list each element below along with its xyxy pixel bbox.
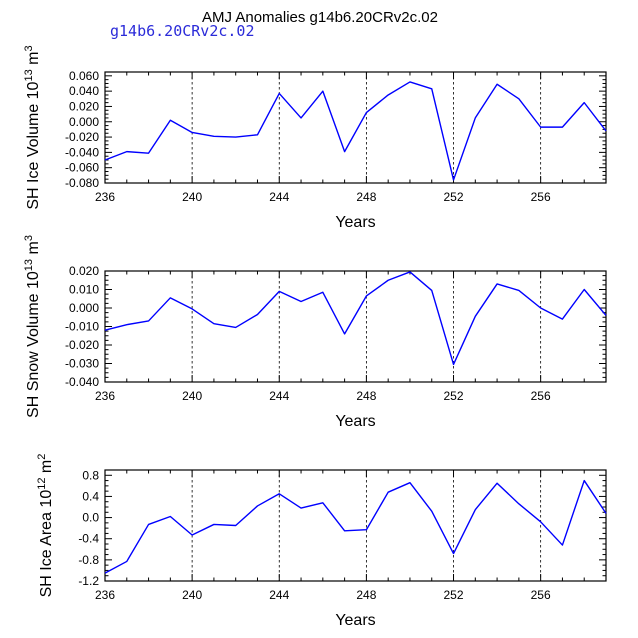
x-tick-label: 256 [531, 389, 551, 403]
x-tick-label: 248 [356, 389, 376, 403]
y-tick-label: 0.020 [69, 264, 99, 278]
x-tick-label: 240 [182, 588, 202, 602]
y-tick-label: 0.040 [69, 84, 99, 98]
x-tick-label: 240 [182, 190, 202, 204]
y-axis-label: SH Ice Volume 1013 m3 [23, 45, 42, 209]
x-tick-label: 244 [269, 190, 289, 204]
y-axis-label: SH Ice Area 1012 m2 [36, 454, 55, 598]
series-line [104, 479, 607, 574]
plot-frame [104, 469, 607, 582]
y-tick-label: -0.4 [78, 532, 99, 546]
y-tick-label: 0.000 [69, 301, 99, 315]
x-axis-label: Years [335, 413, 375, 430]
chart-title: AMJ Anomalies g14b6.20CRv2c.02 [202, 9, 438, 26]
chart-subtitle: g14b6.20CRv2c.02 [110, 22, 255, 40]
x-tick-label: 244 [269, 588, 289, 602]
x-tick-label: 248 [356, 588, 376, 602]
plot-frame [104, 270, 607, 383]
x-tick-label: 252 [444, 389, 464, 403]
y-tick-label: 0.4 [82, 489, 99, 503]
x-tick-label: 240 [182, 389, 202, 403]
x-tick-label: 252 [444, 588, 464, 602]
y-axis-label: SH Snow Volume 1013 m3 [23, 235, 42, 418]
x-tick-label: 256 [531, 588, 551, 602]
x-axis-label: Years [335, 612, 375, 629]
series-line [104, 271, 607, 366]
x-axis-label: Years [335, 214, 375, 231]
y-tick-label: -0.080 [65, 176, 99, 190]
series-line [104, 81, 607, 181]
x-tick-label: 256 [531, 190, 551, 204]
y-tick-label: 0.0 [82, 511, 99, 525]
y-tick-label: -0.020 [65, 130, 99, 144]
y-tick-label: -0.040 [65, 375, 99, 389]
plot-frame [104, 71, 607, 184]
y-tick-label: 0.020 [69, 99, 99, 113]
y-tick-label: -0.060 [65, 161, 99, 175]
y-tick-label: -0.040 [65, 145, 99, 159]
x-tick-label: 236 [95, 588, 115, 602]
y-tick-label: -0.030 [65, 357, 99, 371]
y-tick-label: -0.020 [65, 338, 99, 352]
x-tick-label: 248 [356, 190, 376, 204]
x-tick-label: 236 [95, 190, 115, 204]
y-tick-label: 0.8 [82, 468, 99, 482]
y-tick-label: 0.000 [69, 115, 99, 129]
y-tick-label: -0.010 [65, 320, 99, 334]
y-tick-label: 0.060 [69, 69, 99, 83]
y-tick-label: -0.8 [78, 553, 99, 567]
x-tick-label: 236 [95, 389, 115, 403]
y-tick-label: -1.2 [78, 574, 99, 588]
x-tick-label: 244 [269, 389, 289, 403]
y-tick-label: 0.010 [69, 283, 99, 297]
panel-2: -0.040 -0.030 -0.020 -0.010 0.000 0.010 0.020 2… [23, 235, 607, 430]
panel-3: -1.2 -0.8 -0.4 0.0 0.4 0.8 236 240 244 248 252 256 Y… [36, 454, 607, 629]
x-tick-label: 252 [444, 190, 464, 204]
